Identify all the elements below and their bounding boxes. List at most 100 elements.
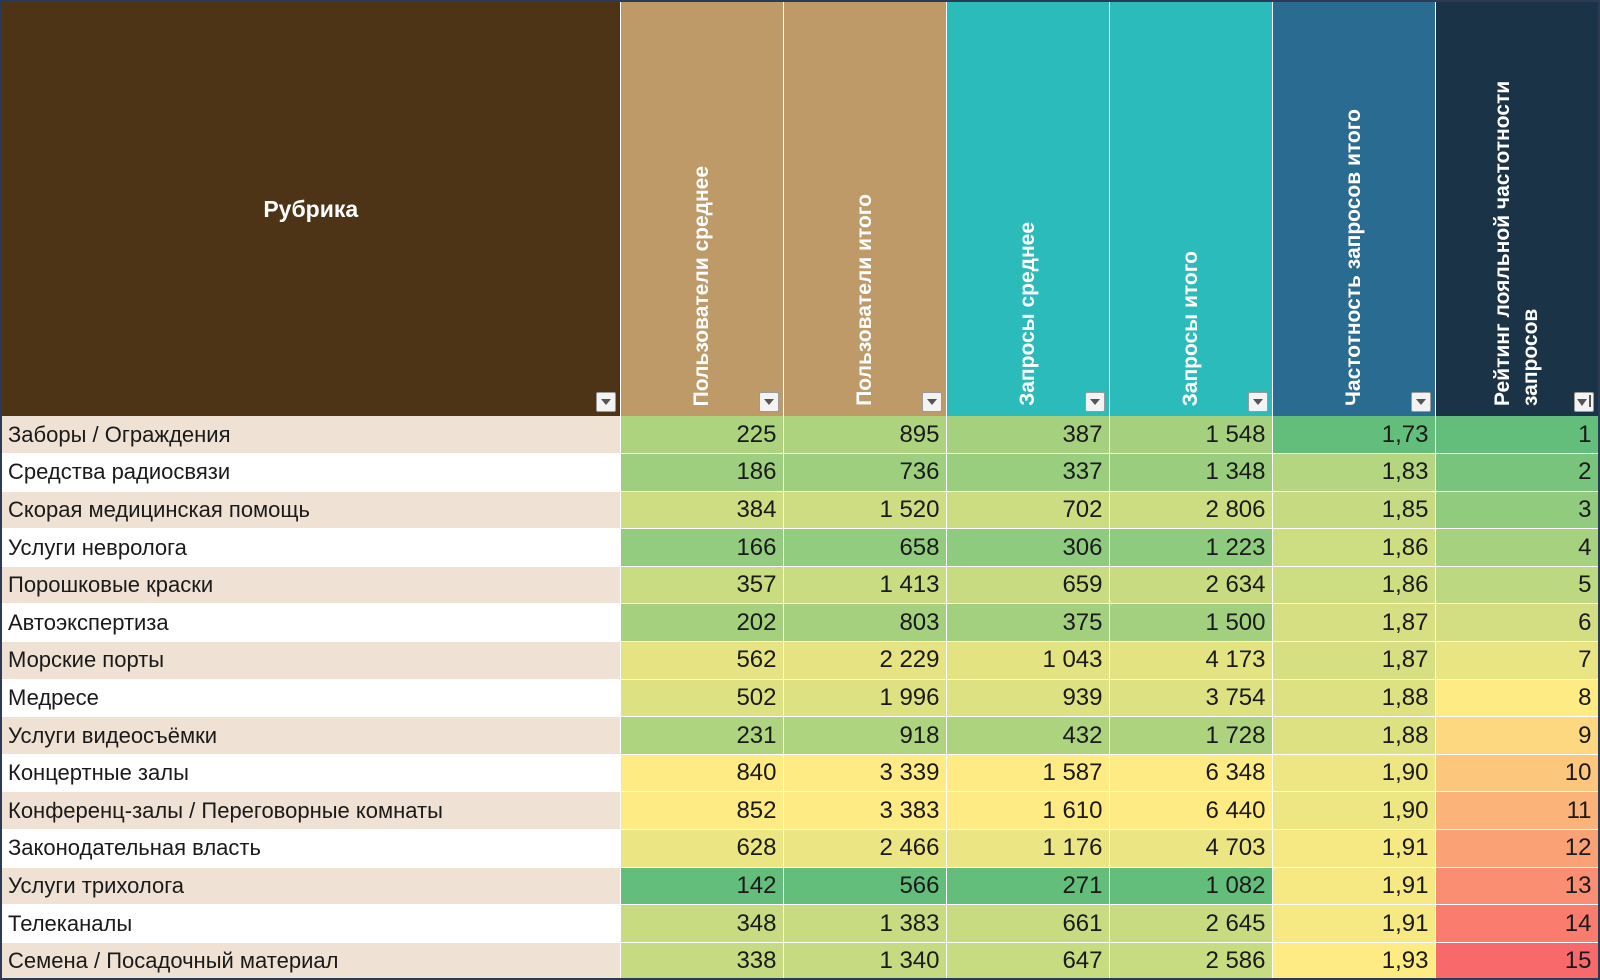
cell-req-avg[interactable]: 647 — [946, 942, 1110, 978]
cell-users-total[interactable]: 1 340 — [783, 942, 947, 978]
cell-rank[interactable]: 8 — [1435, 679, 1598, 718]
cell-users-avg[interactable]: 384 — [620, 491, 784, 530]
cell-rubric[interactable]: Услуги трихолога — [2, 867, 621, 906]
cell-freq[interactable]: 1,88 — [1272, 716, 1436, 755]
cell-users-avg[interactable]: 166 — [620, 528, 784, 567]
cell-users-total[interactable]: 1 383 — [783, 904, 947, 943]
cell-rank[interactable]: 3 — [1435, 491, 1598, 530]
cell-users-avg[interactable]: 562 — [620, 641, 784, 680]
cell-users-total[interactable]: 918 — [783, 716, 947, 755]
cell-req-avg[interactable]: 1 610 — [946, 791, 1110, 831]
cell-req-avg[interactable]: 306 — [946, 528, 1110, 567]
cell-users-total[interactable]: 1 413 — [783, 566, 947, 605]
cell-req-avg[interactable]: 661 — [946, 904, 1110, 943]
cell-rank[interactable]: 10 — [1435, 754, 1598, 793]
cell-rank[interactable]: 14 — [1435, 904, 1598, 943]
cell-req-total[interactable]: 4 703 — [1109, 829, 1273, 868]
cell-users-avg[interactable]: 628 — [620, 829, 784, 868]
cell-req-avg[interactable]: 387 — [946, 416, 1110, 455]
cell-rubric[interactable]: Законодательная власть — [2, 829, 621, 868]
filter-dropdown-button[interactable] — [595, 392, 616, 412]
cell-users-avg[interactable]: 840 — [620, 754, 784, 793]
cell-req-avg[interactable]: 1 176 — [946, 829, 1110, 868]
cell-users-total[interactable]: 658 — [783, 528, 947, 567]
cell-req-total[interactable]: 6 348 — [1109, 754, 1273, 793]
cell-rubric[interactable]: Заборы / Ограждения — [2, 416, 621, 455]
cell-freq[interactable]: 1,90 — [1272, 754, 1436, 793]
cell-rubric[interactable]: Автоэкспертиза — [2, 603, 621, 643]
cell-req-total[interactable]: 1 728 — [1109, 716, 1273, 755]
cell-rubric[interactable]: Конференц-залы / Переговорные комнаты — [2, 791, 621, 831]
cell-rank[interactable]: 15 — [1435, 942, 1598, 978]
cell-freq[interactable]: 1,86 — [1272, 528, 1436, 567]
cell-rubric[interactable]: Порошковые краски — [2, 566, 621, 605]
filter-dropdown-button[interactable] — [758, 392, 779, 412]
cell-users-total[interactable]: 803 — [783, 603, 947, 643]
cell-users-avg[interactable]: 202 — [620, 603, 784, 643]
cell-req-total[interactable]: 3 754 — [1109, 679, 1273, 718]
cell-rubric[interactable]: Скорая медицинская помощь — [2, 491, 621, 530]
cell-rubric[interactable]: Услуги невролога — [2, 528, 621, 567]
cell-rank[interactable]: 2 — [1435, 453, 1598, 492]
cell-req-total[interactable]: 1 500 — [1109, 603, 1273, 643]
filter-dropdown-button[interactable] — [921, 392, 942, 412]
cell-req-total[interactable]: 1 082 — [1109, 867, 1273, 906]
cell-users-avg[interactable]: 186 — [620, 453, 784, 492]
cell-rubric[interactable]: Средства радиосвязи — [2, 453, 621, 492]
cell-users-total[interactable]: 736 — [783, 453, 947, 492]
cell-req-total[interactable]: 6 440 — [1109, 791, 1273, 831]
cell-req-avg[interactable]: 1 043 — [946, 641, 1110, 680]
cell-req-total[interactable]: 2 634 — [1109, 566, 1273, 605]
cell-users-avg[interactable]: 348 — [620, 904, 784, 943]
cell-users-avg[interactable]: 338 — [620, 942, 784, 978]
cell-users-avg[interactable]: 852 — [620, 791, 784, 831]
cell-req-avg[interactable]: 271 — [946, 867, 1110, 906]
cell-users-total[interactable]: 2 466 — [783, 829, 947, 868]
cell-req-avg[interactable]: 939 — [946, 679, 1110, 718]
cell-users-total[interactable]: 3 339 — [783, 754, 947, 793]
cell-rubric[interactable]: Телеканалы — [2, 904, 621, 943]
cell-rank[interactable]: 9 — [1435, 716, 1598, 755]
cell-rank[interactable]: 11 — [1435, 791, 1598, 831]
cell-rank[interactable]: 4 — [1435, 528, 1598, 567]
cell-freq[interactable]: 1,87 — [1272, 603, 1436, 643]
cell-freq[interactable]: 1,88 — [1272, 679, 1436, 718]
cell-rank[interactable]: 7 — [1435, 641, 1598, 680]
cell-rank[interactable]: 5 — [1435, 566, 1598, 605]
cell-rubric[interactable]: Услуги видеосъёмки — [2, 716, 621, 755]
cell-rubric[interactable]: Концертные залы — [2, 754, 621, 793]
cell-req-total[interactable]: 2 586 — [1109, 942, 1273, 978]
filter-dropdown-button[interactable] — [1410, 392, 1431, 412]
cell-users-total[interactable]: 2 229 — [783, 641, 947, 680]
cell-rank[interactable]: 13 — [1435, 867, 1598, 906]
cell-freq[interactable]: 1,85 — [1272, 491, 1436, 530]
cell-freq[interactable]: 1,91 — [1272, 904, 1436, 943]
cell-users-total[interactable]: 895 — [783, 416, 947, 455]
cell-freq[interactable]: 1,87 — [1272, 641, 1436, 680]
cell-req-total[interactable]: 2 806 — [1109, 491, 1273, 530]
cell-req-avg[interactable]: 702 — [946, 491, 1110, 530]
cell-req-total[interactable]: 4 173 — [1109, 641, 1273, 680]
cell-freq[interactable]: 1,86 — [1272, 566, 1436, 605]
cell-rank[interactable]: 1 — [1435, 416, 1598, 455]
sort-filter-button[interactable] — [1573, 392, 1594, 412]
cell-rubric[interactable]: Семена / Посадочный материал — [2, 942, 621, 978]
cell-req-avg[interactable]: 337 — [946, 453, 1110, 492]
cell-freq[interactable]: 1,93 — [1272, 942, 1436, 978]
cell-req-total[interactable]: 2 645 — [1109, 904, 1273, 943]
cell-users-avg[interactable]: 231 — [620, 716, 784, 755]
filter-dropdown-button[interactable] — [1247, 392, 1268, 412]
cell-freq[interactable]: 1,91 — [1272, 867, 1436, 906]
cell-req-avg[interactable]: 1 587 — [946, 754, 1110, 793]
cell-rank[interactable]: 12 — [1435, 829, 1598, 868]
cell-req-avg[interactable]: 375 — [946, 603, 1110, 643]
cell-rank[interactable]: 6 — [1435, 603, 1598, 643]
cell-users-avg[interactable]: 502 — [620, 679, 784, 718]
cell-users-total[interactable]: 1 996 — [783, 679, 947, 718]
cell-freq[interactable]: 1,83 — [1272, 453, 1436, 492]
cell-freq[interactable]: 1,90 — [1272, 791, 1436, 831]
cell-users-avg[interactable]: 357 — [620, 566, 784, 605]
cell-req-total[interactable]: 1 348 — [1109, 453, 1273, 492]
cell-users-total[interactable]: 1 520 — [783, 491, 947, 530]
cell-rubric[interactable]: Морские порты — [2, 641, 621, 680]
